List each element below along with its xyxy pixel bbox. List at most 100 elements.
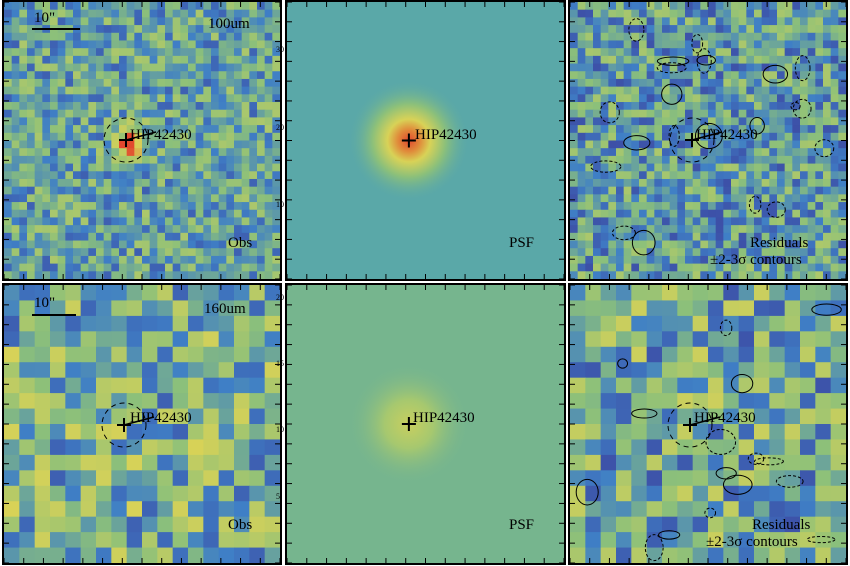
map-pixel	[4, 25, 13, 34]
map-pixel	[830, 547, 846, 563]
map-pixel	[723, 140, 732, 149]
map-pixel	[646, 32, 655, 42]
map-pixel	[800, 63, 809, 72]
map-pixel	[662, 148, 671, 157]
map-pixel	[692, 202, 701, 211]
map-pixel	[218, 40, 227, 49]
map-pixel	[784, 424, 801, 441]
map-pixel	[264, 78, 273, 88]
map-pixel	[784, 117, 793, 126]
map-pixel	[616, 55, 625, 65]
map-pixel	[662, 186, 671, 195]
map-pixel	[600, 217, 609, 226]
psf-axis-tick: 15	[276, 359, 284, 368]
map-pixel	[669, 140, 678, 149]
map-pixel	[585, 300, 602, 317]
map-pixel	[631, 2, 640, 11]
map-pixel	[807, 148, 816, 157]
map-pixel	[700, 232, 709, 242]
map-pixel	[616, 178, 625, 188]
map-pixel	[669, 86, 678, 95]
map-pixel	[96, 202, 105, 211]
map-pixel	[593, 271, 602, 279]
map-pixel	[180, 32, 189, 42]
map-pixel	[738, 48, 747, 57]
map-pixel	[677, 377, 694, 394]
map-pixel	[50, 171, 59, 180]
map-pixel	[73, 86, 82, 95]
map-pixel	[700, 148, 709, 157]
map-pixel	[119, 78, 128, 88]
map-pixel	[784, 202, 793, 211]
map-pixel	[241, 117, 250, 126]
map-pixel	[654, 71, 663, 80]
map-pixel	[126, 171, 135, 180]
map-pixel	[784, 240, 793, 249]
map-pixel	[218, 55, 227, 65]
map-pixel	[80, 377, 97, 394]
map-pixel	[50, 202, 59, 211]
map-pixel	[96, 271, 105, 279]
map-pixel	[157, 78, 166, 88]
map-pixel	[188, 346, 204, 363]
map-pixel	[738, 501, 755, 518]
map-pixel	[662, 9, 671, 18]
map-pixel	[593, 209, 602, 219]
map-pixel	[80, 255, 89, 265]
map-pixel	[685, 86, 694, 95]
map-pixel	[777, 155, 786, 165]
map-pixel	[792, 125, 801, 134]
map-pixel	[746, 248, 755, 257]
map-pixel	[754, 94, 763, 103]
map-pixel	[761, 217, 770, 226]
map-pixel	[784, 48, 793, 57]
map-pixel	[257, 271, 266, 279]
map-pixel	[73, 140, 82, 149]
map-pixel	[815, 94, 824, 103]
map-pixel	[769, 2, 778, 11]
map-pixel	[149, 71, 158, 80]
map-pixel	[42, 271, 51, 279]
map-pixel	[142, 255, 151, 265]
map-pixel	[111, 9, 120, 18]
map-pixel	[73, 209, 82, 219]
map-pixel	[165, 94, 174, 103]
map-pixel	[211, 78, 220, 88]
map-pixel	[639, 255, 648, 265]
map-pixel	[631, 17, 640, 26]
map-pixel	[188, 232, 197, 242]
map-pixel	[172, 485, 189, 502]
map-pixel	[616, 424, 632, 441]
map-pixel	[715, 225, 724, 234]
map-pixel	[769, 86, 778, 95]
map-pixel	[73, 32, 82, 42]
map-pixel	[218, 86, 227, 95]
map-pixel	[838, 140, 846, 149]
map-pixel	[600, 393, 617, 410]
map-pixel	[65, 94, 74, 103]
map-pixel	[226, 48, 235, 57]
map-pixel	[792, 32, 801, 42]
map-pixel	[677, 315, 694, 332]
map-pixel	[157, 163, 166, 172]
map-pixel	[685, 155, 694, 165]
map-pixel	[149, 194, 158, 203]
map-pixel	[593, 25, 602, 34]
map-pixel	[815, 225, 824, 234]
map-pixel	[593, 9, 602, 18]
map-pixel	[662, 393, 678, 410]
map-pixel	[34, 532, 51, 549]
residual-panel-100um: HIP42430 Residuals ±2-3σ contours	[568, 0, 848, 281]
map-pixel	[807, 32, 816, 42]
map-pixel	[19, 155, 28, 165]
map-pixel	[769, 439, 786, 456]
map-pixel	[738, 263, 747, 272]
map-pixel	[165, 263, 174, 272]
map-pixel	[218, 217, 227, 226]
map-pixel	[172, 78, 181, 88]
map-pixel	[27, 217, 36, 226]
map-pixel	[50, 125, 59, 134]
map-pixel	[234, 48, 243, 57]
map-pixel	[172, 331, 189, 348]
map-pixel	[723, 25, 732, 34]
